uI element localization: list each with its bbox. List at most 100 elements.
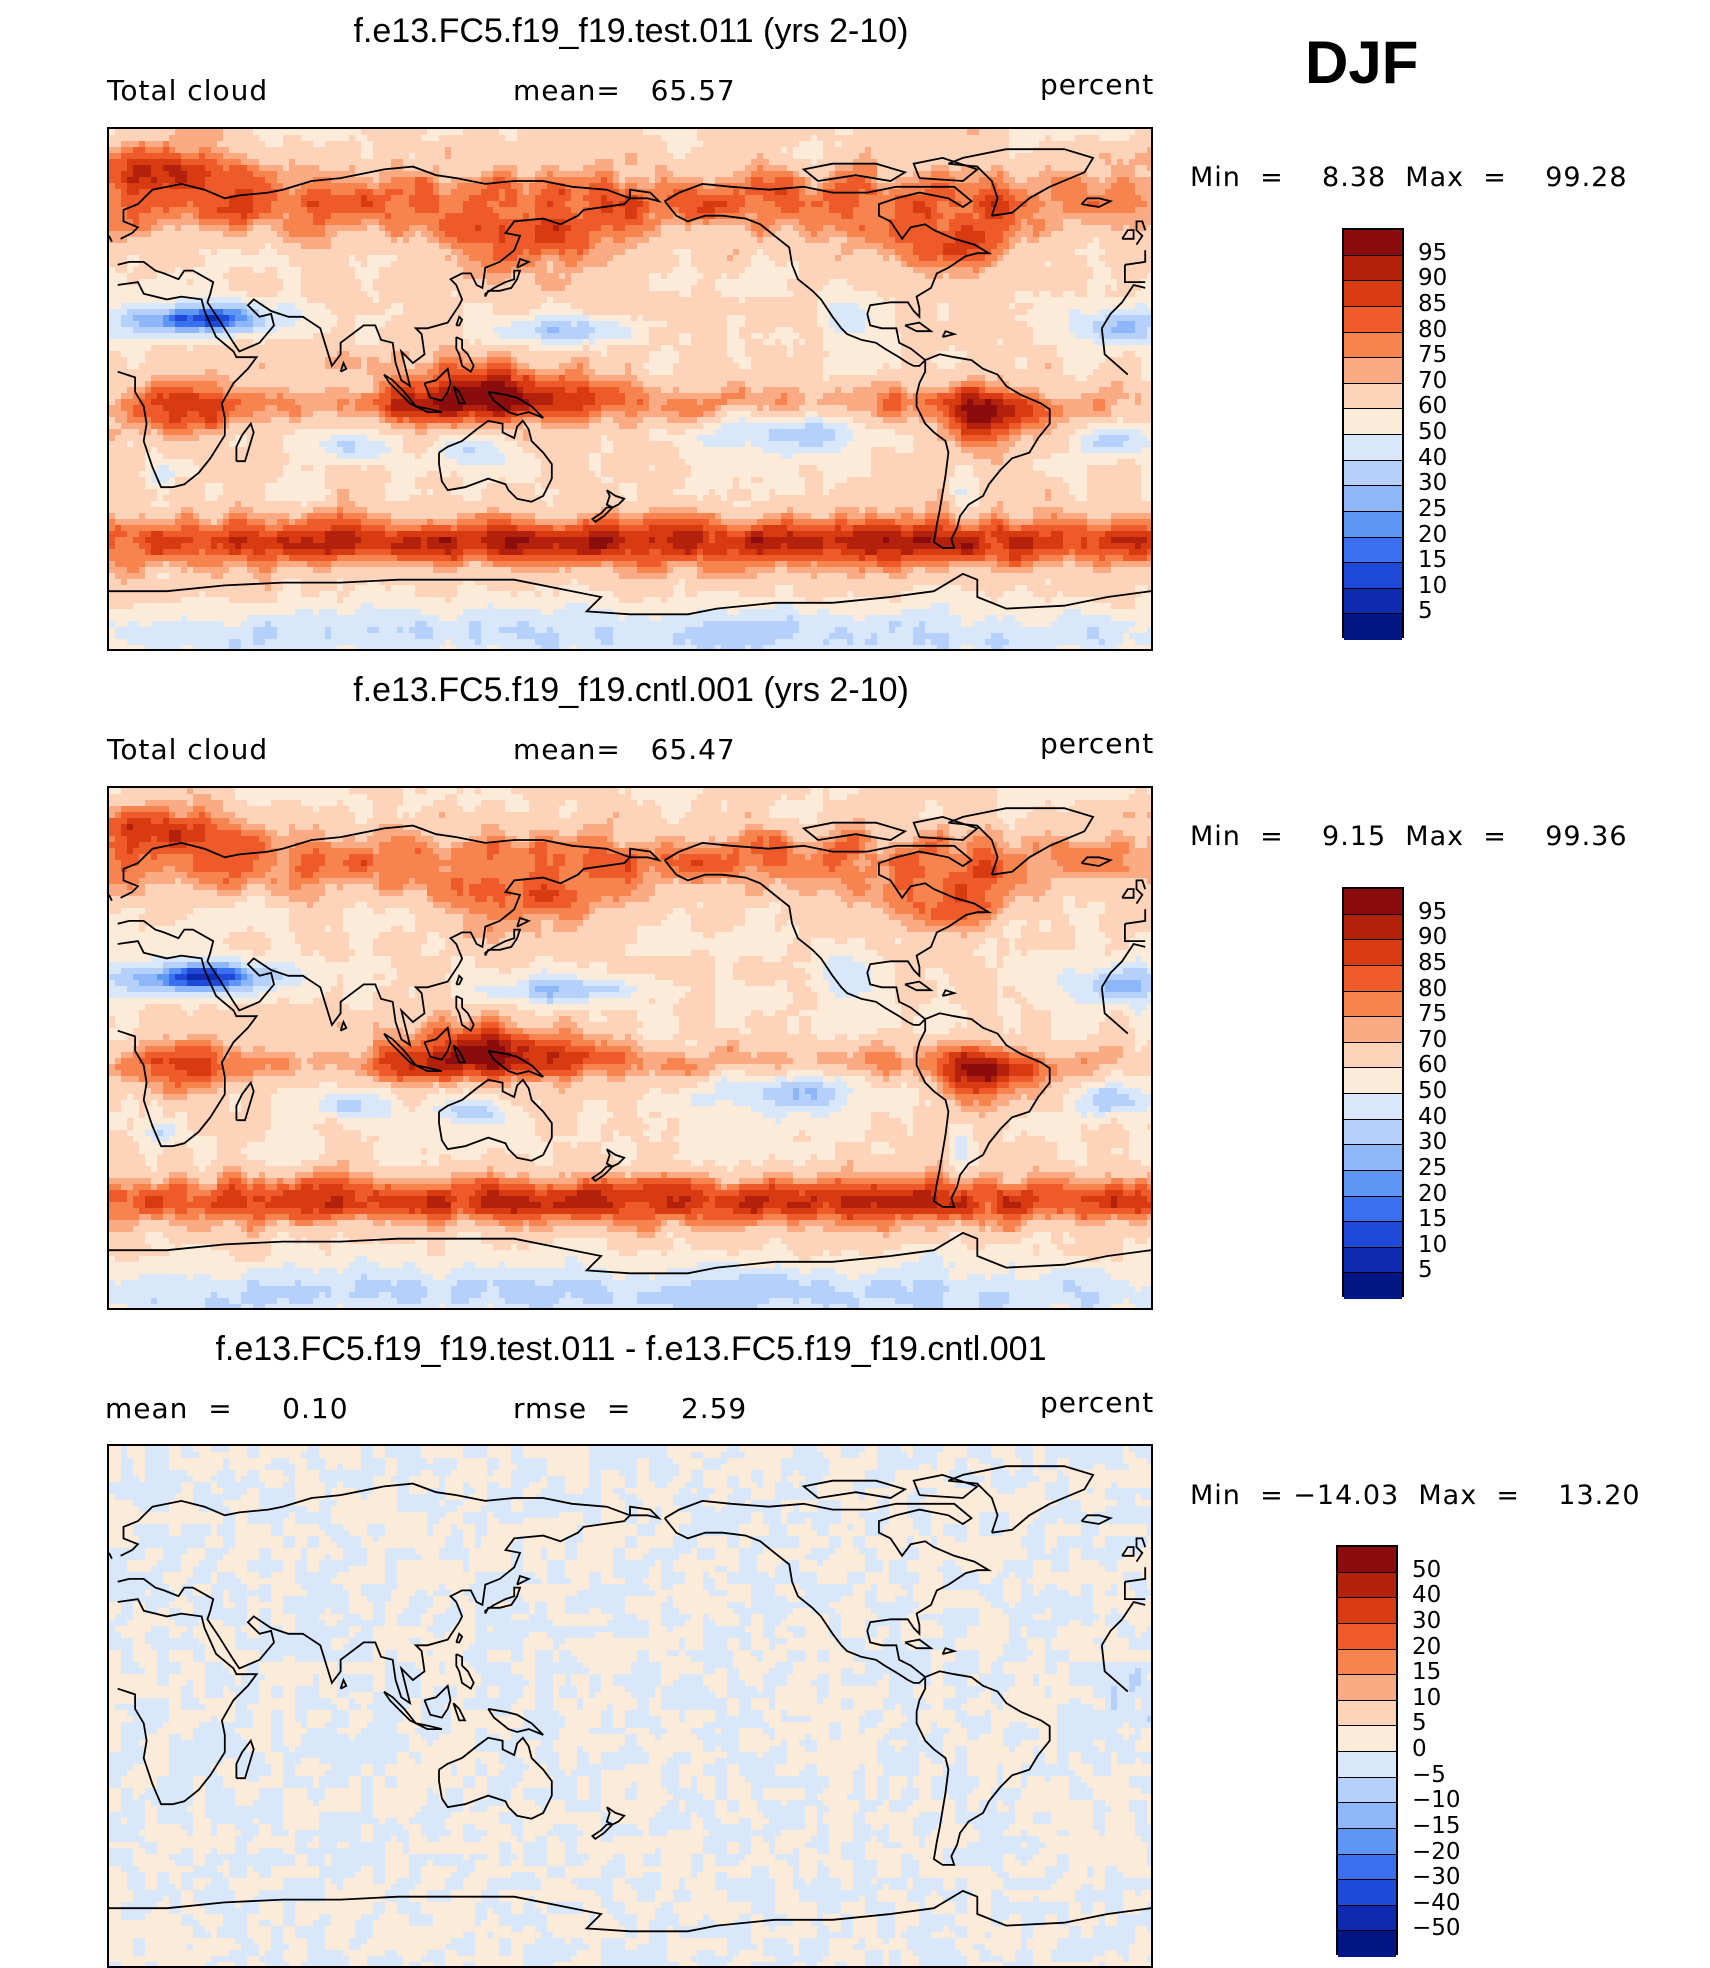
legend-label: 30 bbox=[1418, 1129, 1447, 1155]
difference-contour-map bbox=[109, 1446, 1151, 1966]
legend-swatch bbox=[1344, 1068, 1402, 1094]
panel-1-units: percent bbox=[1040, 68, 1154, 101]
legend-swatch bbox=[1344, 563, 1402, 589]
legend-label: 10 bbox=[1418, 1232, 1447, 1258]
legend-colorbar bbox=[1336, 1545, 1398, 1955]
legend-swatch bbox=[1338, 1726, 1396, 1752]
legend-label: 15 bbox=[1412, 1659, 1441, 1685]
legend-label: −30 bbox=[1412, 1864, 1461, 1890]
panel-3-title: f.e13.FC5.f19_f19.test.011 - f.e13.FC5.f… bbox=[108, 1330, 1154, 1369]
legend-label: 10 bbox=[1418, 573, 1447, 599]
legend-swatch bbox=[1344, 1197, 1402, 1223]
panel-3-map bbox=[107, 1444, 1153, 1968]
legend-swatch bbox=[1344, 538, 1402, 564]
legend-label: 95 bbox=[1418, 240, 1447, 266]
panel-2-min-max: Min = 9.15 Max = 99.36 bbox=[1190, 821, 1628, 852]
legend-swatch bbox=[1338, 1675, 1396, 1701]
legend-swatch bbox=[1344, 307, 1402, 333]
legend-label: 80 bbox=[1418, 317, 1447, 343]
legend-swatch bbox=[1344, 1222, 1402, 1248]
legend-label: 60 bbox=[1418, 1052, 1447, 1078]
legend-swatch bbox=[1344, 435, 1402, 461]
panel-2-units: percent bbox=[1040, 727, 1154, 760]
legend-label: 25 bbox=[1418, 1155, 1447, 1181]
legend-swatch bbox=[1338, 1855, 1396, 1881]
legend-swatch bbox=[1344, 889, 1402, 915]
legend-swatch bbox=[1338, 1803, 1396, 1829]
panel-2-variable: Total cloud bbox=[107, 733, 268, 766]
legend-label: −15 bbox=[1412, 1813, 1461, 1839]
panel-3-mean: mean = 0.10 bbox=[105, 1392, 349, 1425]
legend-label: 50 bbox=[1418, 1078, 1447, 1104]
legend-label: −10 bbox=[1412, 1787, 1461, 1813]
legend-swatch bbox=[1344, 992, 1402, 1018]
panel-1-map bbox=[107, 127, 1153, 651]
legend-swatch bbox=[1344, 1017, 1402, 1043]
legend-label: 40 bbox=[1412, 1582, 1441, 1608]
legend-swatch bbox=[1344, 1120, 1402, 1146]
legend-label: 60 bbox=[1418, 393, 1447, 419]
legend-swatch bbox=[1344, 281, 1402, 307]
legend-swatch bbox=[1338, 1880, 1396, 1906]
legend-swatch bbox=[1338, 1547, 1396, 1573]
legend-label: −40 bbox=[1412, 1890, 1461, 1916]
legend-label: 20 bbox=[1418, 1181, 1447, 1207]
legend-label: 15 bbox=[1418, 1206, 1447, 1232]
panel-3-rmse: rmse = 2.59 bbox=[513, 1392, 747, 1425]
legend-label: 5 bbox=[1418, 598, 1433, 624]
legend-swatch bbox=[1344, 486, 1402, 512]
cloud-contour-map bbox=[109, 788, 1151, 1308]
legend-swatch bbox=[1344, 461, 1402, 487]
legend-label: −5 bbox=[1412, 1762, 1446, 1788]
legend-label: 5 bbox=[1418, 1257, 1433, 1283]
legend-label: 20 bbox=[1412, 1634, 1441, 1660]
panel-3-units: percent bbox=[1040, 1386, 1154, 1419]
legend-label: 30 bbox=[1418, 470, 1447, 496]
panel-1-min-max: Min = 8.38 Max = 99.28 bbox=[1190, 162, 1628, 193]
legend-swatch bbox=[1344, 1145, 1402, 1171]
legend-label: 30 bbox=[1412, 1608, 1441, 1634]
legend-swatch bbox=[1338, 1906, 1396, 1932]
panel-1-mean: mean= 65.57 bbox=[513, 74, 736, 107]
legend-swatch bbox=[1338, 1573, 1396, 1599]
legend-label: 10 bbox=[1412, 1685, 1441, 1711]
legend-label: 85 bbox=[1418, 291, 1447, 317]
season-label: DJF bbox=[1305, 28, 1418, 97]
legend-label: 80 bbox=[1418, 976, 1447, 1002]
legend-label: −50 bbox=[1412, 1915, 1461, 1941]
legend-label: 90 bbox=[1418, 924, 1447, 950]
legend-swatch bbox=[1344, 1043, 1402, 1069]
legend-swatch bbox=[1344, 358, 1402, 384]
panel-3-min-max: Min = −14.03 Max = 13.20 bbox=[1190, 1480, 1641, 1511]
legend-label: 70 bbox=[1418, 368, 1447, 394]
legend-swatch bbox=[1344, 333, 1402, 359]
legend-label: 40 bbox=[1418, 1104, 1447, 1130]
legend-label: 15 bbox=[1418, 547, 1447, 573]
legend-label: 95 bbox=[1418, 899, 1447, 925]
legend-label: 5 bbox=[1412, 1710, 1427, 1736]
legend-colorbar bbox=[1342, 887, 1404, 1297]
panel-2-map bbox=[107, 786, 1153, 1310]
legend-label: 20 bbox=[1418, 522, 1447, 548]
legend-swatch bbox=[1344, 1248, 1402, 1274]
legend-swatch bbox=[1344, 966, 1402, 992]
legend-swatch bbox=[1338, 1829, 1396, 1855]
legend-swatch bbox=[1338, 1752, 1396, 1778]
legend-swatch bbox=[1338, 1931, 1396, 1957]
legend-label: 75 bbox=[1418, 1001, 1447, 1027]
legend-label: 0 bbox=[1412, 1736, 1427, 1762]
legend-label: 50 bbox=[1412, 1557, 1441, 1583]
legend-swatch bbox=[1344, 589, 1402, 615]
legend-label: 90 bbox=[1418, 265, 1447, 291]
panel-2-mean: mean= 65.47 bbox=[513, 733, 736, 766]
legend-swatch bbox=[1344, 614, 1402, 640]
legend-swatch bbox=[1344, 915, 1402, 941]
legend-label: 40 bbox=[1418, 445, 1447, 471]
legend-swatch bbox=[1338, 1598, 1396, 1624]
legend-swatch bbox=[1338, 1778, 1396, 1804]
legend-swatch bbox=[1338, 1701, 1396, 1727]
legend-label: −20 bbox=[1412, 1839, 1461, 1865]
legend-label: 25 bbox=[1418, 496, 1447, 522]
legend-swatch bbox=[1338, 1624, 1396, 1650]
legend-swatch bbox=[1344, 940, 1402, 966]
